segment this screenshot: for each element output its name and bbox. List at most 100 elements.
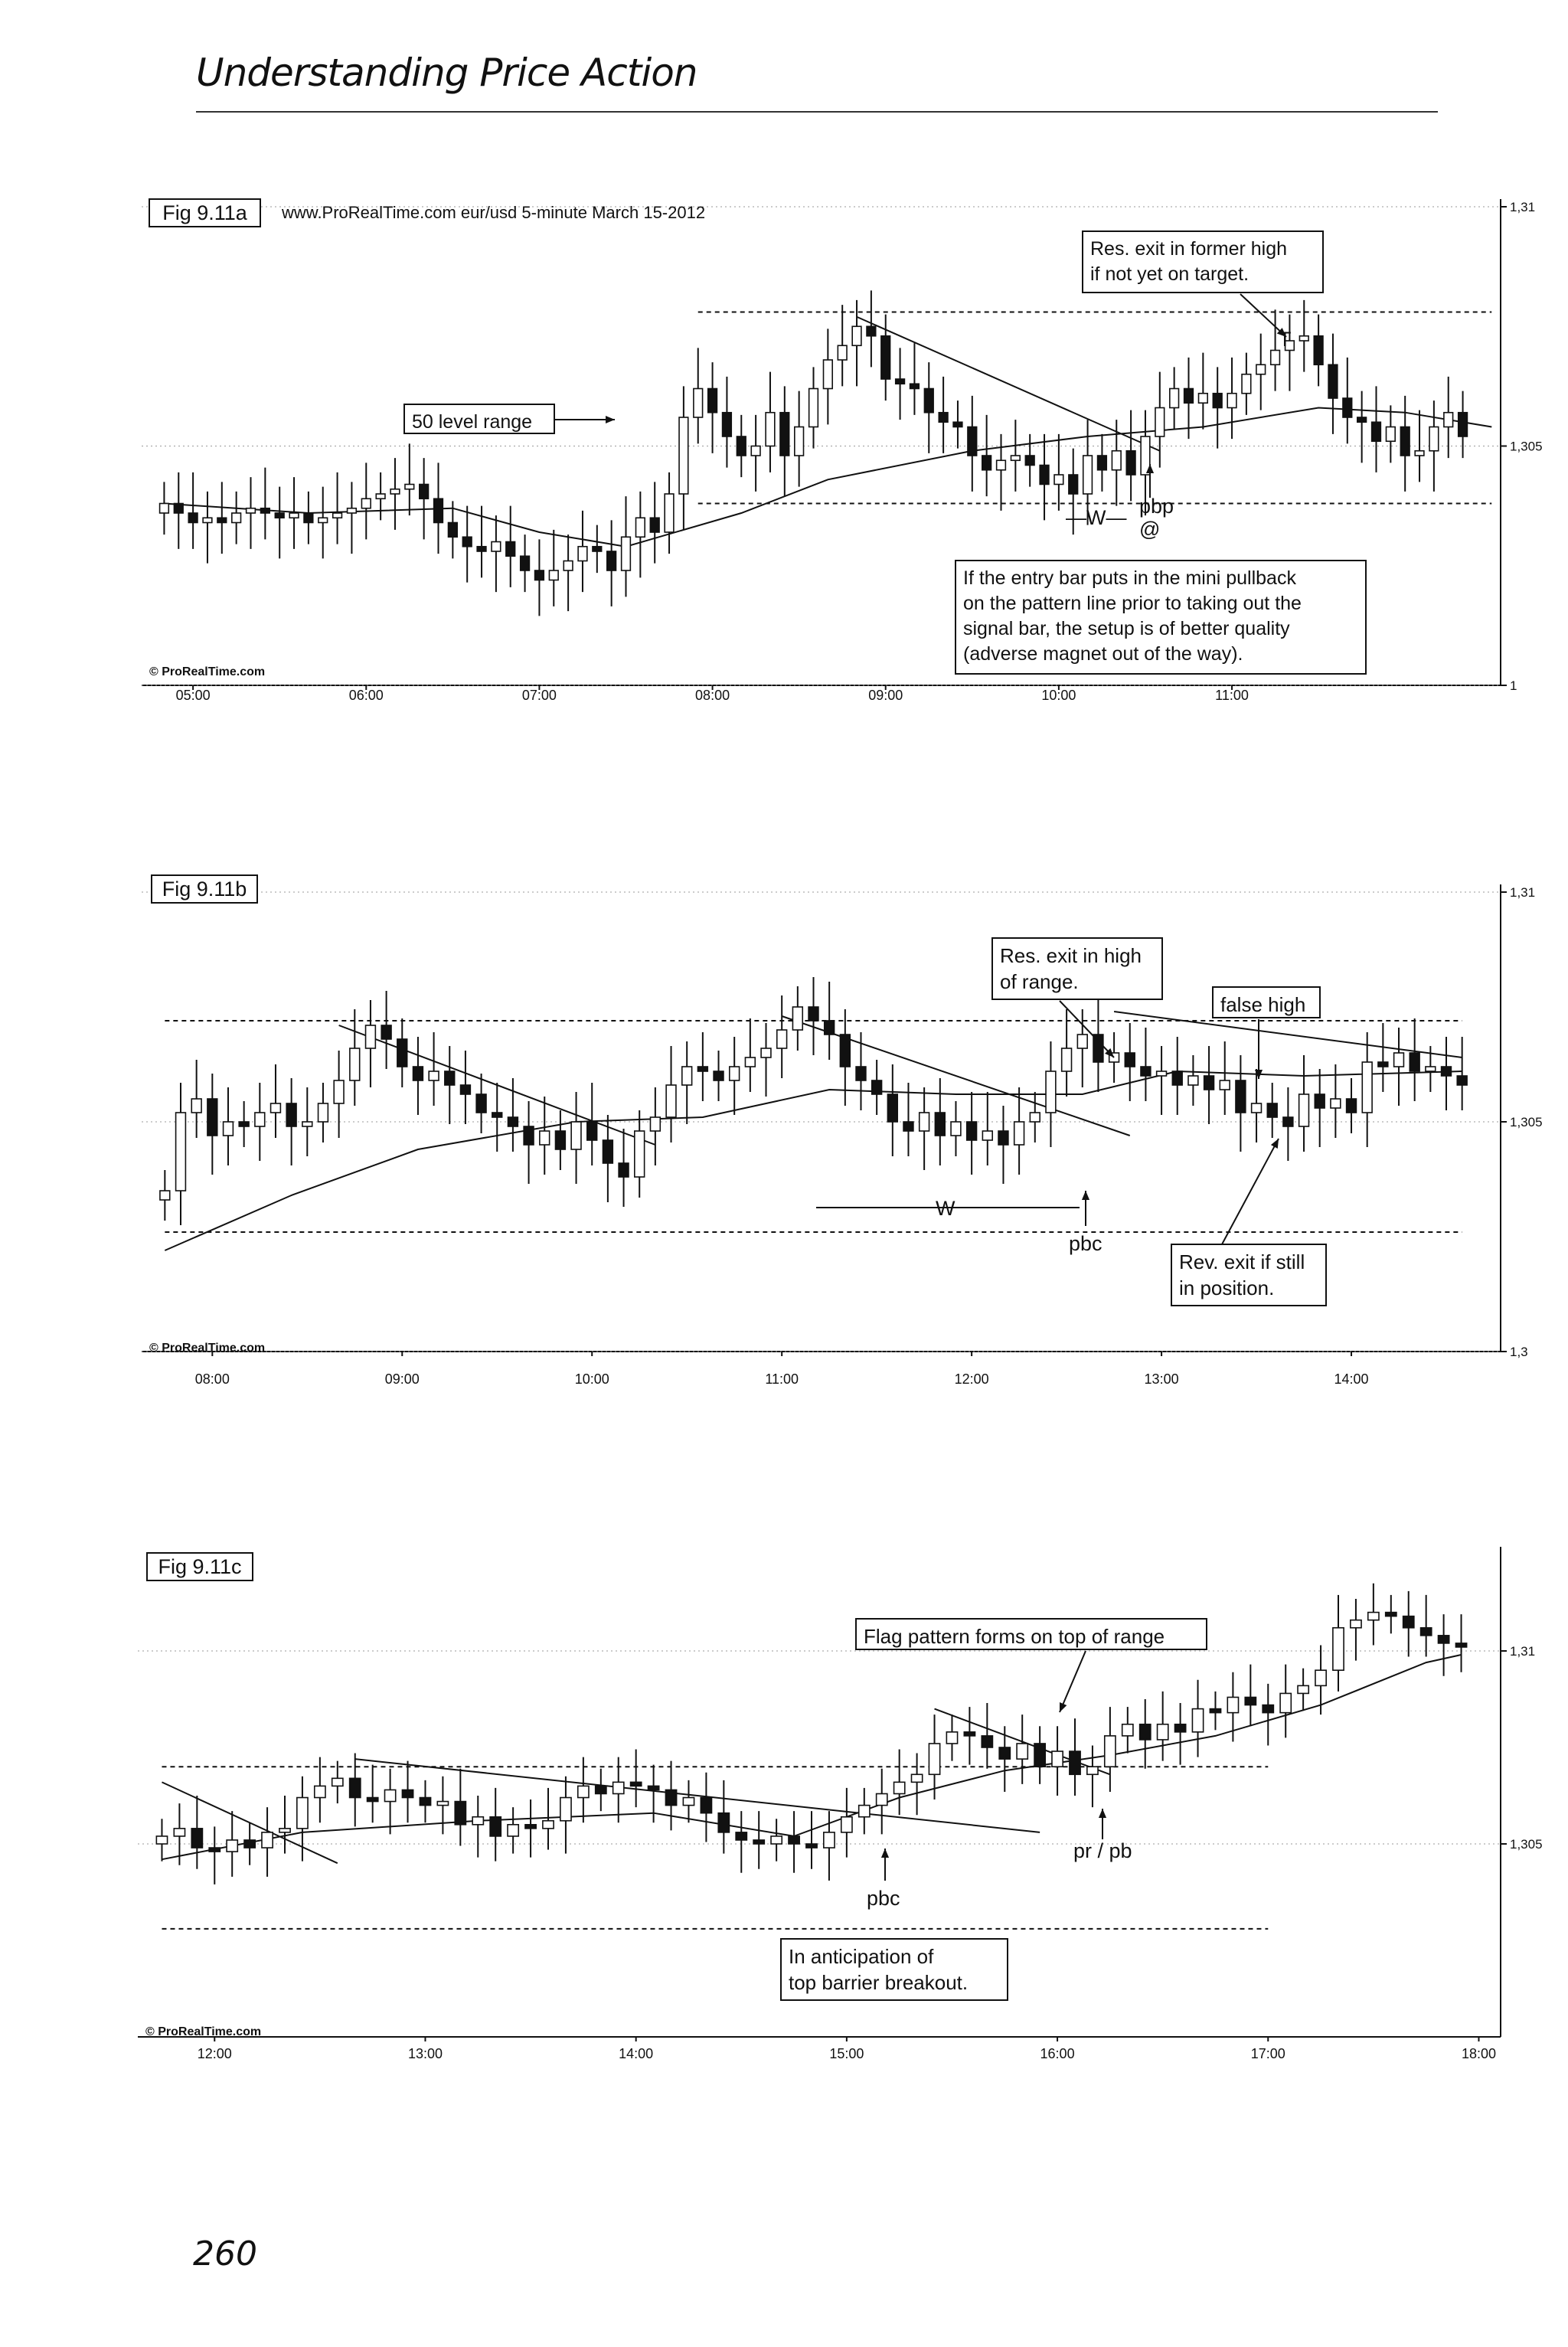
candle [1367, 1583, 1380, 1646]
candle [289, 477, 299, 549]
candle-body [397, 1038, 408, 1067]
candle [436, 1776, 449, 1835]
x-tick-label: 15:00 [829, 2046, 864, 2061]
candle [776, 995, 788, 1078]
candle [222, 1087, 234, 1165]
candle [965, 1092, 978, 1175]
candle [681, 1041, 693, 1124]
candle-body [524, 1823, 537, 1829]
candle-body [375, 493, 386, 500]
trendline [856, 315, 1161, 452]
candle-body [602, 1139, 614, 1164]
candle [318, 486, 328, 559]
candle-body [1187, 1075, 1199, 1086]
candle [950, 1101, 962, 1156]
annotation-text: of range. [1000, 970, 1079, 993]
candle [934, 1078, 946, 1165]
annotation-text: pr / pb [1073, 1839, 1132, 1862]
arrow-head [1105, 1048, 1114, 1057]
candle-body [840, 1816, 853, 1833]
annotation-text: pbc [867, 1887, 900, 1910]
candle [1256, 333, 1266, 410]
candle [1266, 1083, 1278, 1138]
candle [577, 1757, 590, 1823]
candle-body [967, 426, 978, 456]
candle-body [839, 1034, 851, 1067]
candle-body [1241, 373, 1252, 394]
annotation-text: —W— [1066, 506, 1126, 529]
candle-body [1121, 1723, 1134, 1737]
candle [1051, 1726, 1063, 1796]
candle [1282, 1087, 1294, 1161]
candle-body [472, 1816, 485, 1826]
candle [618, 1129, 629, 1207]
candle [159, 1170, 171, 1221]
candle [1076, 1009, 1088, 1087]
annotation-text: In anticipation of [789, 1945, 934, 1968]
candle-body [823, 1832, 835, 1849]
candle [1455, 1614, 1468, 1672]
candle [231, 491, 242, 544]
candle-body [963, 1731, 976, 1737]
candle-body [1314, 1093, 1325, 1109]
anticipation-box: In anticipation of top barrier breakout. [780, 1938, 1008, 2001]
candle-body [175, 1112, 187, 1191]
candle [1440, 1037, 1452, 1110]
figure-label-box [151, 874, 258, 904]
candle [1357, 391, 1367, 463]
candle [1279, 1664, 1292, 1738]
candle [570, 1092, 582, 1184]
candle-body [419, 483, 430, 500]
candle-body [713, 1071, 724, 1081]
candle-body [384, 1789, 397, 1803]
candle [539, 1097, 550, 1175]
candle-body [982, 455, 992, 471]
candle [707, 362, 718, 453]
candle [1111, 420, 1122, 506]
candle-body [1034, 1743, 1047, 1767]
candle [1029, 1092, 1040, 1142]
x-tick-label: 11:00 [1215, 688, 1249, 703]
annotation-text: (adverse magnet out of the way). [963, 643, 1243, 665]
candle-body [1298, 335, 1309, 342]
candle [866, 290, 877, 368]
candle [1108, 1032, 1120, 1083]
candle [346, 482, 358, 554]
candle [489, 1787, 502, 1862]
chart-svg: 1,31 1,305 1,3 08:00 09:00 10:00 11:00 12:00 13:… [142, 874, 1543, 1387]
candle [1169, 367, 1180, 430]
candle [381, 991, 392, 1069]
annotation-text: Res. exit in former high [1090, 238, 1287, 260]
candle [1332, 1594, 1344, 1692]
y-tick-label: 1,305 [1510, 1115, 1543, 1129]
candle-body [998, 1747, 1011, 1760]
candle-body [1174, 1723, 1187, 1733]
candle-body [707, 387, 718, 414]
x-tick-label: 11:00 [765, 1371, 799, 1387]
candle-body [519, 555, 531, 571]
candle-body [313, 1785, 326, 1799]
candle [459, 1051, 472, 1124]
res-exit-box: Res. exit in former high if not yet on ta… [1082, 230, 1324, 338]
candle-body [1425, 1066, 1436, 1072]
candle-body [1169, 387, 1180, 409]
candle-body [542, 1819, 554, 1829]
x-tick-label: 06:00 [349, 688, 384, 703]
annotation-text: Res. exit in high [1000, 944, 1142, 967]
candle [191, 1796, 204, 1869]
figure-label-text: Fig 9.11a [162, 201, 248, 224]
arrow-shaft [1059, 1650, 1086, 1713]
candle-body [760, 1048, 772, 1058]
candle [1013, 1087, 1025, 1175]
candle-body [534, 570, 545, 581]
candle [682, 1780, 695, 1823]
y-tick-label: 1 [1510, 678, 1517, 693]
candle-body [875, 1793, 888, 1806]
candle [1183, 357, 1194, 440]
candle-body [700, 1796, 713, 1814]
x-tick-label: 05:00 [176, 688, 211, 703]
candle-body [444, 1071, 456, 1086]
candle [998, 1106, 1009, 1184]
candle-body [1138, 1723, 1152, 1741]
candle-body [1125, 449, 1136, 476]
